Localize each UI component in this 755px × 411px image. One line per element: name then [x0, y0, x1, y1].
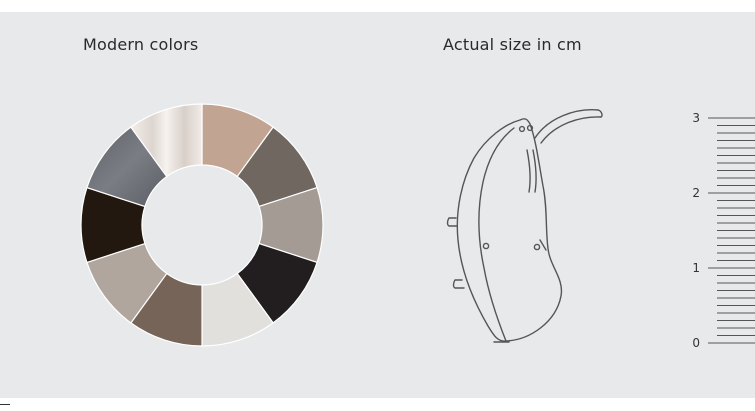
ruler-label: 0 [692, 336, 700, 350]
colors-heading: Modern colors [83, 35, 199, 54]
ruler-label: 2 [692, 186, 700, 200]
size-heading: Actual size in cm [443, 35, 582, 54]
ruler-label: 1 [692, 261, 700, 275]
ruler-label: 3 [692, 111, 700, 125]
color-swatch-white-marble [130, 103, 203, 178]
corner-mark [0, 404, 10, 405]
hearing-aid-outline-icon [446, 109, 603, 343]
